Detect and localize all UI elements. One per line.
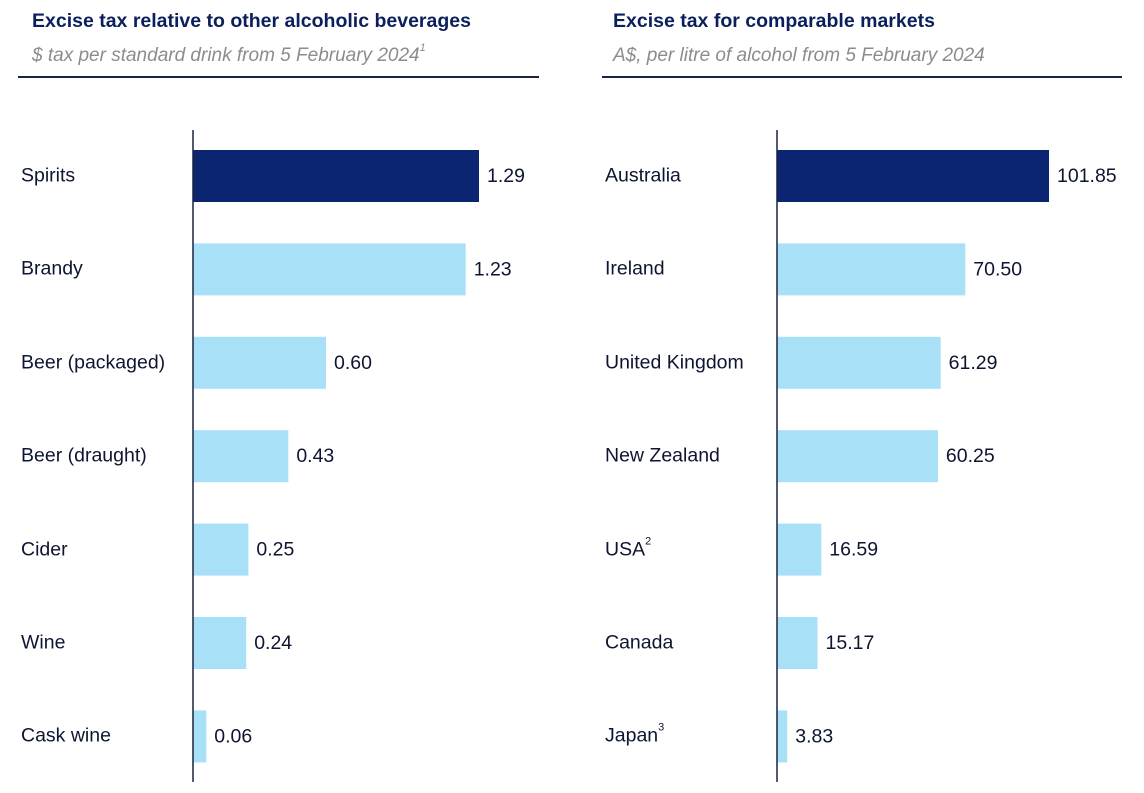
title-divider [602,76,1122,78]
category-label-text: New Zealand [605,444,720,467]
bar-chart-beverages: 1.29 1.23 0.60 0.43 0.25 0.24 0.06 [192,130,525,782]
category-label: Beer (packaged) [21,351,165,374]
bar-wine [193,617,247,669]
category-label: United Kingdom [605,351,744,374]
bar-ireland [777,243,966,296]
category-label-text: Cider [21,538,68,561]
bar-beer-packaged [193,336,327,389]
subtitle-footnote: 1 [419,42,426,54]
bar-chart-markets: 101.85 70.50 61.29 60.25 16.59 15.17 3.83 [776,130,1117,782]
category-label-text: Cask wine [21,724,111,747]
category-label: Brandy [21,258,83,281]
title-divider [18,76,539,78]
data-label: 0.24 [254,632,292,654]
bar-cider [193,523,249,576]
data-label: 61.29 [949,352,998,374]
chart-title: Excise tax relative to other alcoholic b… [32,10,471,32]
bar-cask-wine [193,710,207,763]
subtitle-text: A$, per litre of alcohol from 5 February… [613,45,985,66]
chart-subtitle: $ tax per standard drink from 5 February… [32,42,426,67]
subtitle-text: $ tax per standard drink from 5 February… [32,45,420,66]
category-label-text: Ireland [605,257,665,280]
footnote-marker: 3 [658,721,665,734]
bar-canada [777,617,818,669]
data-label: 3.83 [795,725,833,747]
data-label: 101.85 [1057,165,1117,187]
data-label: 16.59 [829,539,878,561]
bar-beer-draught [193,430,289,483]
bar-usa [777,523,822,576]
category-label-text: Beer (draught) [21,444,147,467]
footnote-marker: 2 [645,535,652,548]
category-label-text: USA [605,538,646,561]
data-label: 15.17 [826,632,875,654]
bar-new-zealand [777,430,938,483]
category-label: Cask wine [21,725,111,748]
data-label: 70.50 [973,258,1022,280]
category-label: Ireland [605,258,665,281]
chart-panel-markets: Excise tax for comparable markets A$, pe… [582,0,1144,793]
chart-panel-beverages: Excise tax relative to other alcoholic b… [0,0,560,793]
category-label: Japan3 [605,721,665,748]
category-label: Cider [21,538,68,561]
data-label: 0.25 [256,539,294,561]
data-label: 60.25 [946,445,995,467]
chart-title: Excise tax for comparable markets [613,10,935,32]
category-label-text: Spirits [21,164,76,187]
bar-japan [777,710,788,763]
data-label: 0.06 [214,725,252,747]
category-label: New Zealand [605,445,720,468]
category-label: Beer (draught) [21,445,147,468]
category-label-text: Brandy [21,257,83,280]
chart-subtitle: A$, per litre of alcohol from 5 February… [613,45,985,67]
category-label: Canada [605,632,673,655]
category-label-text: Japan [605,724,659,747]
category-label-text: Australia [605,164,681,187]
category-label-text: Wine [21,631,66,654]
bar-united-kingdom [777,336,941,389]
data-label: 0.60 [334,352,372,374]
category-label-text: Beer (packaged) [21,351,166,374]
bar-spirits [193,150,479,202]
category-label: Wine [21,632,65,655]
data-label: 1.29 [487,165,525,187]
data-label: 0.43 [296,445,334,467]
category-label: USA2 [605,535,652,561]
data-label: 1.23 [474,258,512,280]
bar-brandy [193,243,466,296]
category-label: Australia [605,165,681,188]
category-label-text: United Kingdom [605,351,744,374]
category-label-text: Canada [605,631,674,654]
bar-australia [777,150,1049,202]
category-label: Spirits [21,165,75,188]
